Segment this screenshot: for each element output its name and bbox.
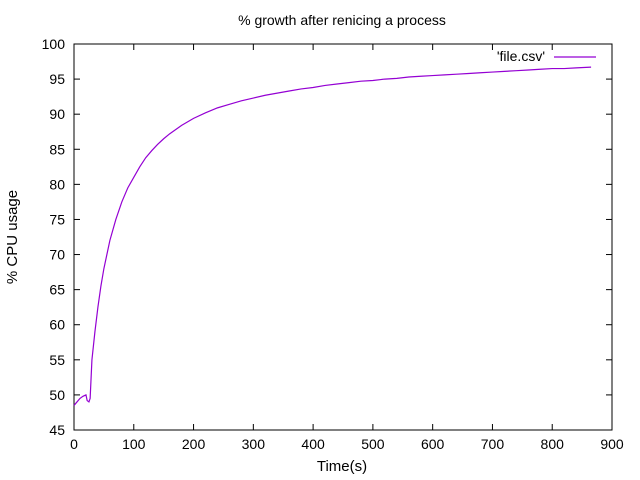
series-line-0: [73, 66, 592, 406]
x-tick-label: 900: [600, 436, 624, 452]
y-tick-label: 65: [49, 282, 65, 298]
y-tick-label: 45: [49, 422, 65, 438]
x-tick-label: 700: [481, 436, 505, 452]
x-axis-label: Time(s): [317, 458, 367, 475]
legend-label: 'file.csv': [497, 48, 545, 64]
y-tick-label: 60: [49, 317, 65, 333]
x-axis: 0 100 200 300 400 500 600 700 800 900: [70, 44, 624, 452]
x-tick-label: 600: [421, 436, 445, 452]
x-tick-label: 100: [122, 436, 146, 452]
y-axis-label: % CPU usage: [4, 190, 21, 284]
plot-area: [73, 43, 613, 431]
y-tick-label: 55: [49, 352, 65, 368]
plot-border: [73, 43, 613, 431]
y-tick-label: 80: [49, 176, 65, 192]
x-tick-label: 0: [70, 436, 78, 452]
y-tick-label: 85: [49, 141, 65, 157]
x-tick-label: 800: [541, 436, 565, 452]
chart-title: % growth after renicing a process: [238, 12, 446, 28]
x-tick-label: 300: [242, 436, 266, 452]
x-tick-label: 200: [182, 436, 206, 452]
y-tick-label: 100: [42, 36, 66, 52]
y-tick-label: 50: [49, 387, 65, 403]
y-axis: 45 50 55 60 65 70 75 80 85 90 95 100: [42, 36, 612, 438]
legend: 'file.csv': [497, 48, 596, 64]
x-tick-label: 500: [361, 436, 385, 452]
y-tick-label: 95: [49, 71, 65, 87]
y-tick-label: 75: [49, 211, 65, 227]
x-tick-label: 400: [301, 436, 325, 452]
y-tick-label: 90: [49, 106, 65, 122]
y-tick-label: 70: [49, 247, 65, 263]
